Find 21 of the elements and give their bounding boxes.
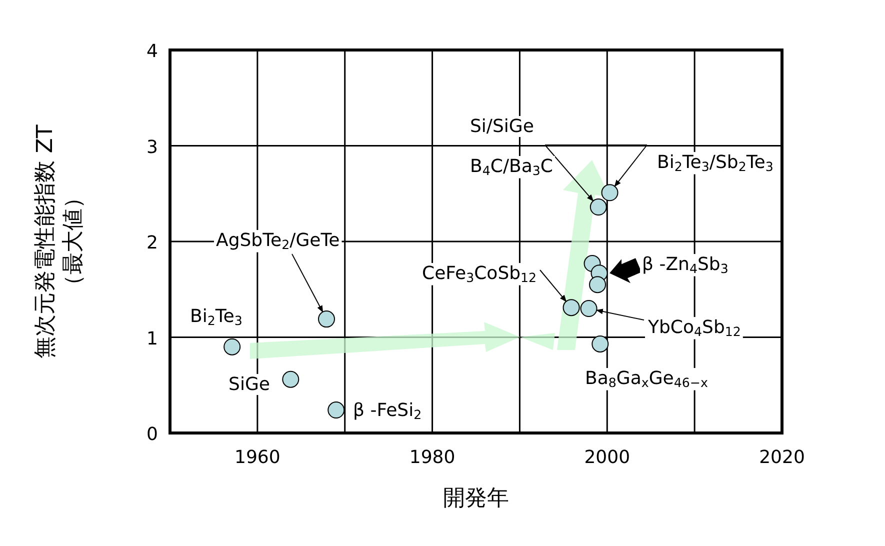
annotation: Bi$_{2}$Te$_{3}$/Sb$_{2}$Te$_{3}$ bbox=[657, 152, 774, 174]
annotation: SiGe bbox=[228, 374, 270, 395]
x-axis-title: 開発年 bbox=[443, 486, 509, 511]
y-axis-title: 無次元発電性能指数 ZT （最大値） bbox=[33, 124, 86, 358]
x-tick-label: 1960 bbox=[234, 447, 280, 468]
annotation: β -Zn$_{4}$Sb$_{3}$ bbox=[642, 254, 728, 276]
annotation: AgSbTe$_{2}$/GeTe bbox=[216, 230, 340, 252]
y-tick-label: 4 bbox=[146, 41, 158, 62]
annotation: Si/SiGe B$_{4}$C/Ba$_{3}$C bbox=[470, 116, 553, 178]
y-tick-label: 3 bbox=[146, 136, 158, 158]
annotation: YbCo$_{4}$Sb$_{12}$ bbox=[647, 317, 741, 340]
x-tick-label: 1980 bbox=[409, 447, 456, 468]
annotation: Bi$_{2}$Te$_{3}$ bbox=[190, 306, 242, 328]
y-tick-label: 2 bbox=[146, 232, 158, 254]
annotation: Ba$_{8}$Ga$_{x}$Ge$_{46−x}$ bbox=[585, 368, 708, 390]
x-tick-label: 2020 bbox=[759, 447, 805, 468]
y-tick-label: 1 bbox=[146, 328, 158, 350]
annotation: β -FeSi$_{2}$ bbox=[353, 400, 422, 422]
y-tick-label: 0 bbox=[146, 424, 158, 445]
annotation: CeFe$_{3}$CoSb$_{12}$ bbox=[422, 263, 537, 286]
x-tick-label: 2000 bbox=[584, 447, 630, 468]
